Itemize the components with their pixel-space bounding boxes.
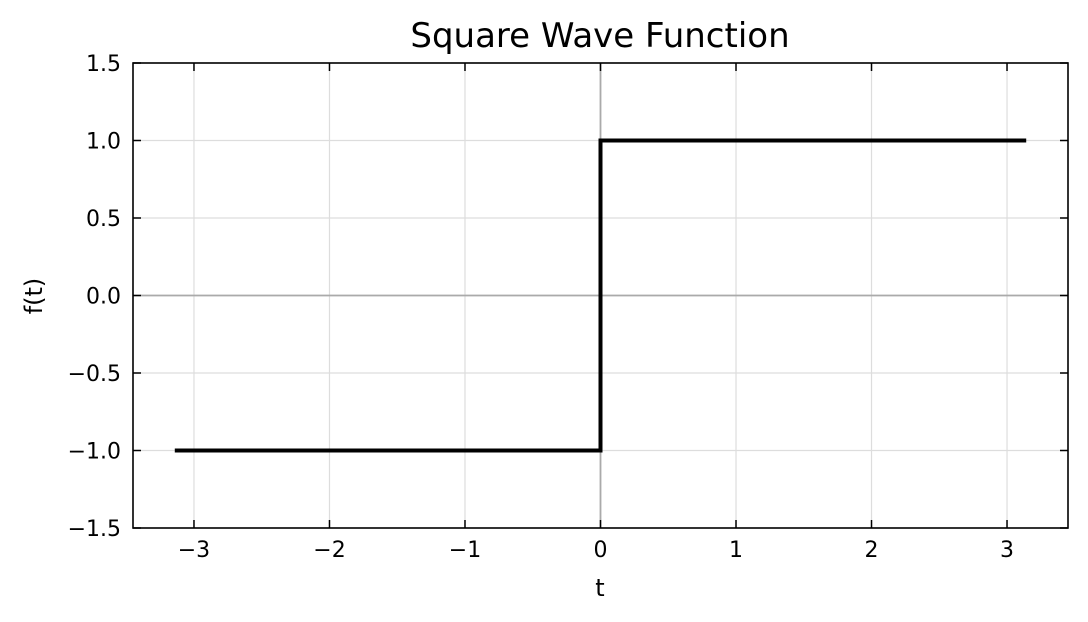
x-axis-label: t (595, 574, 604, 602)
x-tick-label-0: −3 (178, 538, 210, 563)
x-tick-label-3: 0 (594, 538, 608, 563)
y-tick-label-1: −1.0 (68, 440, 121, 465)
x-axis-ticks: −3 −2 −1 0 1 2 3 (178, 63, 1014, 563)
y-tick-label-4: 0.5 (86, 207, 121, 232)
series-layer (174, 138, 1027, 453)
x-tick-label-5: 2 (865, 538, 879, 563)
y-axis-label: f(t) (20, 278, 48, 315)
x-tick-label-6: 3 (1000, 538, 1014, 563)
series-line-0 (174, 138, 1027, 453)
x-tick-label-4: 1 (729, 538, 743, 563)
y-axis-ticks: −1.5 −1.0 −0.5 0.0 0.5 1.0 1.5 (68, 52, 1068, 542)
x-tick-label-2: −1 (449, 538, 481, 563)
y-tick-label-3: 0.0 (86, 285, 121, 310)
y-tick-label-0: −1.5 (68, 517, 121, 542)
y-tick-label-5: 1.0 (86, 130, 121, 155)
y-tick-label-2: −0.5 (68, 362, 121, 387)
y-tick-label-6: 1.5 (86, 52, 121, 77)
x-tick-label-1: −2 (313, 538, 345, 563)
chart-title: Square Wave Function (410, 16, 789, 56)
